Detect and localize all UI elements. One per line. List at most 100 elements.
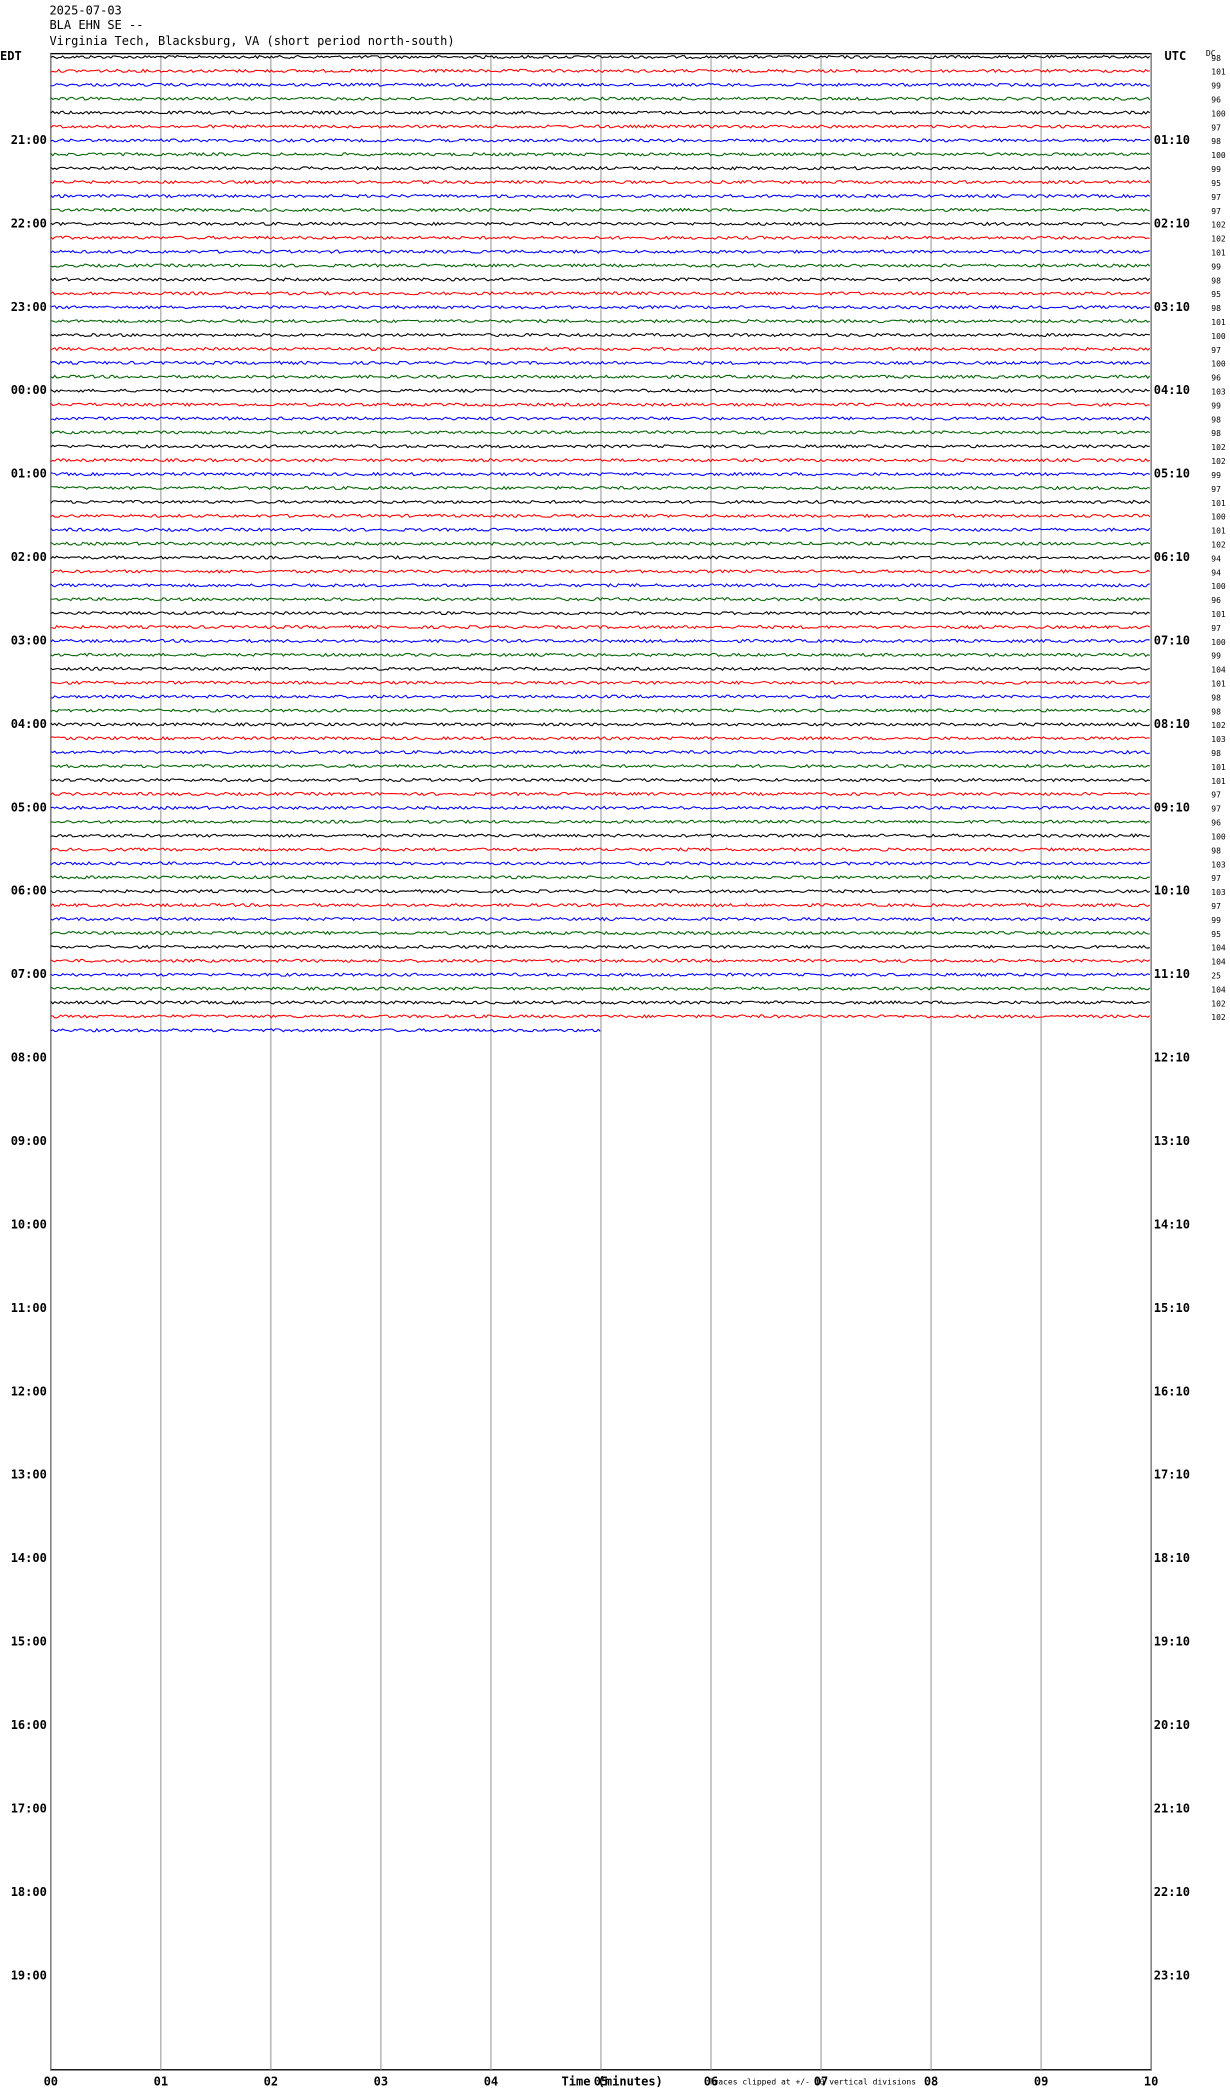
trace	[50, 249, 1150, 254]
dc-label: 100	[1211, 513, 1226, 522]
trace	[50, 1014, 1151, 1019]
trace	[50, 555, 1150, 560]
dc-label: 96	[1211, 374, 1221, 383]
dc-label: 97	[1211, 874, 1221, 883]
left-hour-label: 07:00	[11, 967, 47, 981]
trace	[50, 875, 1150, 880]
dc-label: 98	[1211, 415, 1221, 424]
trace	[50, 569, 1151, 574]
left-hour-label: 00:00	[11, 383, 47, 397]
dc-label: 97	[1211, 346, 1221, 355]
dc-label: 98	[1211, 429, 1221, 438]
dc-label: 97	[1211, 805, 1221, 814]
right-hour-label: 11:10	[1154, 967, 1190, 981]
dc-label: 99	[1211, 916, 1221, 925]
x-tick-label: 01	[154, 2074, 168, 2088]
trace	[50, 444, 1150, 449]
x-tick-label: 06	[704, 2074, 718, 2088]
left-axis-title: EDT	[0, 49, 22, 63]
dc-label: 99	[1211, 471, 1221, 480]
dc-label: 99	[1211, 262, 1221, 271]
trace	[50, 221, 1151, 227]
dc-label: 103	[1211, 388, 1226, 397]
station: BLA EHN SE --	[49, 18, 143, 32]
left-hour-label: 16:00	[11, 1718, 47, 1732]
left-hour-label: 12:00	[11, 1384, 47, 1398]
dc-label: 98	[1211, 276, 1221, 285]
dc-label: 97	[1211, 624, 1221, 633]
trace	[50, 694, 1151, 699]
trace	[50, 652, 1150, 658]
trace	[50, 513, 1151, 519]
left-hour-label: 08:00	[11, 1051, 47, 1065]
dc-label: 103	[1211, 888, 1226, 897]
dc-label: 94	[1211, 554, 1221, 563]
trace	[50, 499, 1151, 505]
right-hour-label: 06:10	[1154, 550, 1190, 564]
left-hour-label: 22:00	[11, 216, 47, 230]
dc-label: 101	[1211, 248, 1226, 257]
right-hour-label: 16:10	[1154, 1384, 1190, 1398]
trace	[50, 124, 1151, 129]
left-hour-label: 02:00	[11, 550, 47, 564]
dc-label: 100	[1211, 360, 1226, 369]
trace	[50, 680, 1150, 685]
trace	[50, 346, 1151, 352]
dc-label: 102	[1211, 540, 1226, 549]
x-tick-label: 07	[814, 2074, 828, 2088]
dc-label: 97	[1211, 207, 1221, 216]
left-hour-label: 06:00	[11, 884, 47, 898]
dc-title: DC	[1206, 49, 1216, 58]
right-hour-label: 14:10	[1154, 1217, 1190, 1231]
trace	[50, 722, 1151, 727]
trace	[50, 889, 1150, 894]
x-tick-label: 09	[1034, 2074, 1048, 2088]
dc-label: 97	[1211, 485, 1221, 494]
trace	[50, 82, 1150, 88]
dc-label: 103	[1211, 735, 1226, 744]
dc-label: 98	[1211, 304, 1221, 313]
dc-label: 102	[1211, 443, 1226, 452]
x-tick-label: 00	[44, 2074, 58, 2088]
dc-label: 101	[1211, 318, 1226, 327]
dc-label: 96	[1211, 96, 1221, 105]
dc-label: 95	[1211, 179, 1221, 188]
trace	[50, 847, 1150, 852]
right-hour-label: 20:10	[1154, 1718, 1190, 1732]
dc-label: 96	[1211, 819, 1221, 828]
dc-label: 94	[1211, 568, 1221, 577]
trace	[50, 861, 1151, 866]
trace	[50, 471, 1151, 477]
trace	[50, 527, 1151, 532]
dc-label: 102	[1211, 457, 1226, 466]
dc-label: 98	[1211, 707, 1221, 716]
dc-label: 101	[1211, 777, 1226, 786]
dc-label: 97	[1211, 902, 1221, 911]
trace	[50, 152, 1151, 157]
trace	[50, 388, 1150, 394]
dc-label: 99	[1211, 165, 1221, 174]
trace	[50, 235, 1150, 240]
dc-label: 104	[1211, 666, 1226, 675]
trace	[50, 416, 1151, 421]
left-hour-label: 17:00	[11, 1801, 47, 1815]
right-hour-label: 23:10	[1154, 1968, 1190, 1982]
dc-label: 100	[1211, 109, 1226, 118]
dc-label: 100	[1211, 151, 1226, 160]
right-hour-label: 12:10	[1154, 1051, 1190, 1065]
trace	[50, 902, 1151, 908]
trace	[50, 193, 1151, 199]
dc-label: 98	[1211, 693, 1221, 702]
trace	[50, 179, 1151, 185]
dc-label: 101	[1211, 610, 1226, 619]
dc-label: 101	[1211, 763, 1226, 772]
dc-label: 97	[1211, 123, 1221, 132]
trace	[50, 277, 1151, 282]
right-hour-label: 08:10	[1154, 717, 1190, 731]
trace	[50, 360, 1151, 366]
dc-label: 98	[1211, 54, 1221, 63]
dc-label: 102	[1211, 235, 1226, 244]
dc-label: 102	[1211, 221, 1226, 230]
